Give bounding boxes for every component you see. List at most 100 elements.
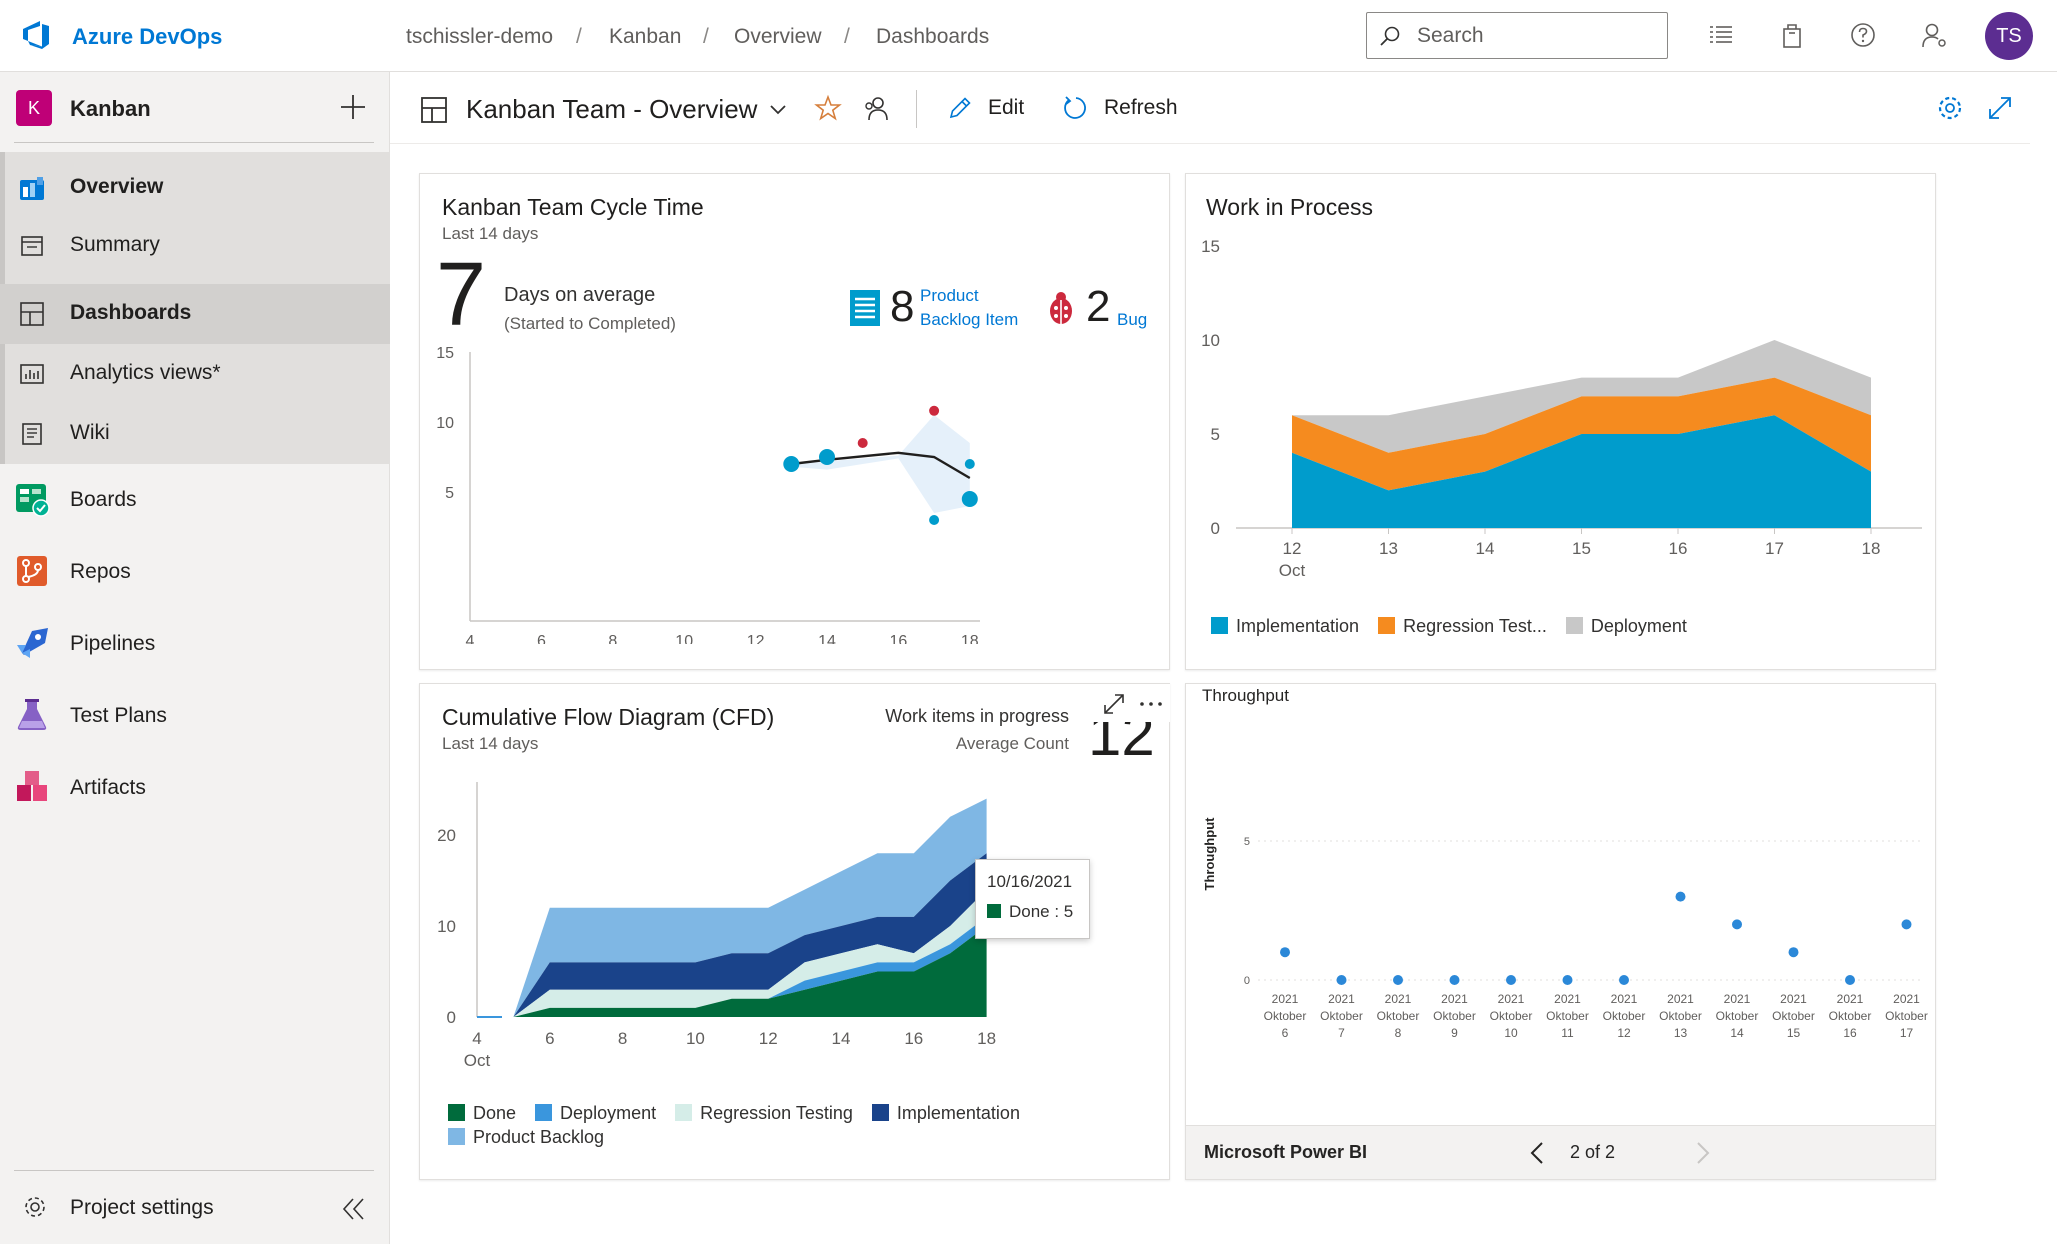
x-tick-label: 2021 [1837, 992, 1864, 1006]
x-tick-label: 4 [472, 1029, 481, 1048]
legend-product-backlog[interactable]: Product Backlog [448, 1127, 604, 1147]
widget-title: Cumulative Flow Diagram (CFD) [442, 704, 775, 730]
project-badge[interactable]: K [16, 90, 52, 126]
chevron-left-icon[interactable] [1526, 1140, 1550, 1166]
project-name[interactable]: Kanban [70, 96, 151, 121]
refresh-icon [1064, 96, 1086, 119]
legend-implementation[interactable]: Implementation [1211, 616, 1359, 636]
bug-label[interactable]: Bug [1117, 310, 1148, 329]
sidebar-item-label: Boards [70, 488, 137, 511]
pbi-label-line-1[interactable]: Product [920, 286, 979, 305]
bug-icon [1050, 292, 1072, 324]
throughput-powerbi-widget[interactable]: Throughput 0 5 10 Throughput 2021 Oktober 6 202… [1185, 683, 1936, 1180]
x-tick-label: 12 [1617, 1026, 1631, 1040]
overview-icon [20, 177, 44, 200]
x-tick-label: 15 [1572, 539, 1591, 558]
marketplace-bag-icon[interactable] [1777, 20, 1807, 50]
cycle-time-widget[interactable]: Kanban Team Cycle Time Last 14 days 7 Da… [419, 173, 1170, 670]
gear-icon [25, 1197, 45, 1217]
cfd-area-1 [477, 916, 987, 1017]
throughput-chart[interactable]: 0 5 10 Throughput 2021 Oktober 6 2021 Oktober 7 20… [1186, 714, 1936, 1104]
y-tick-label: 20 [437, 826, 456, 845]
sidebar-item-analytics-views[interactable]: Analytics views* [0, 344, 390, 402]
more-options-icon[interactable] [1138, 692, 1164, 716]
expand-icon[interactable] [1102, 692, 1126, 716]
x-tick-label: Oktober [1490, 1009, 1533, 1023]
legend-implementation[interactable]: Implementation [871, 1103, 1020, 1123]
cycle-time-chart[interactable]: 510154681012141618Okt [420, 344, 1170, 644]
brand-name[interactable]: Azure DevOps [72, 24, 223, 49]
legend-deployment[interactable]: Deployment [535, 1103, 656, 1123]
work-in-process-chart[interactable]: 0 5 10 15 12 13 14 15 16 17 18 Oct [1186, 234, 1936, 584]
sidebar-item-repos[interactable]: Repos [0, 543, 390, 601]
user-settings-icon[interactable] [1920, 20, 1950, 50]
legend-regression-testing[interactable]: Regression Testing [675, 1103, 853, 1123]
x-tick-label: Oktober [1885, 1009, 1928, 1023]
team-profile-icon[interactable] [862, 94, 890, 122]
x-tick-label: Oktober [1603, 1009, 1646, 1023]
legend-regression[interactable]: Regression Test... [1378, 616, 1547, 636]
dashboard-icon [421, 97, 447, 123]
sidebar-item-label: Pipelines [70, 632, 156, 655]
wiki-icon [22, 423, 42, 445]
cfd-chart[interactable]: 0 10 20 4 6 8 10 12 14 16 18 Oct [420, 774, 1170, 1094]
sidebar-item-dashboards[interactable]: Dashboards [0, 284, 390, 344]
cfd-widget[interactable]: Cumulative Flow Diagram (CFD) Last 14 da… [419, 683, 1170, 1180]
sidebar-item-boards[interactable]: Boards [0, 471, 390, 529]
x-tick-label: 2021 [1328, 992, 1355, 1006]
x-tick-label: 2021 [1724, 992, 1751, 1006]
x-tick-label: Oktober [1829, 1009, 1872, 1023]
work-in-process-widget[interactable]: Work in Process 0 5 10 15 12 13 14 15 16 17 18 Oct … [1185, 173, 1936, 670]
throughput-point [1449, 975, 1460, 985]
widget-title: Kanban Team Cycle Time [442, 194, 704, 220]
pbi-point [964, 459, 975, 469]
breadcrumb-org[interactable]: tschissler-demo [406, 25, 554, 48]
pbi-count: 8 [890, 282, 915, 331]
sidebar-item-artifacts[interactable]: Artifacts [0, 759, 390, 817]
wip-count-sublabel: Average Count [955, 734, 1069, 753]
cfd-area-3 [477, 853, 987, 1017]
powerbi-brand[interactable]: Microsoft Power BI [1204, 1142, 1368, 1162]
x-tick-label: 18 [977, 1029, 996, 1048]
search-box[interactable]: Search [1366, 12, 1668, 59]
work-items-list-icon[interactable] [1706, 20, 1736, 50]
chevron-down-icon[interactable] [768, 102, 788, 118]
sidebar-item-label: Test Plans [70, 704, 167, 727]
sidebar-item-summary[interactable]: Summary [0, 216, 390, 274]
azure-devops-logo-icon[interactable] [20, 18, 52, 50]
y-tick-label: 15 [1201, 237, 1220, 256]
repos-icon [17, 556, 47, 586]
sidebar-item-overview[interactable]: Overview [0, 158, 390, 216]
widget-hover-actions [1092, 684, 1170, 722]
dashboard-title[interactable]: Kanban Team - Overview [466, 94, 758, 124]
pbi-label-line-2[interactable]: Backlog Item [920, 310, 1019, 329]
x-tick-label: 16 [1669, 539, 1688, 558]
project-settings-button[interactable]: Project settings [0, 1182, 390, 1232]
sidebar-item-label: Analytics views* [70, 361, 221, 384]
avatar[interactable]: TS [1985, 12, 2033, 60]
breadcrumb-overview[interactable]: Overview [734, 25, 822, 48]
y-tick-label: 10 [436, 415, 454, 432]
dashboard-settings-icon[interactable] [1936, 94, 1964, 122]
throughput-point [1788, 947, 1799, 958]
add-icon[interactable] [338, 92, 368, 122]
sidebar-item-test-plans[interactable]: Test Plans [0, 687, 390, 745]
chevron-right-icon[interactable] [1690, 1140, 1714, 1166]
legend-deployment[interactable]: Deployment [1565, 616, 1687, 636]
average-sublabel: (Started to Completed) [504, 314, 676, 333]
sidebar-item-label: Wiki [70, 421, 110, 444]
sidebar-item-label: Repos [70, 560, 131, 583]
sidebar-item-pipelines[interactable]: Pipelines [0, 615, 390, 673]
wip-count-label: Work items in progress [885, 706, 1069, 726]
breadcrumb-dashboards[interactable]: Dashboards [876, 25, 990, 48]
x-tick-label: 10 [675, 633, 693, 644]
x-sub-label: Oct [1279, 561, 1306, 580]
breadcrumb-project[interactable]: Kanban [609, 25, 682, 48]
legend-done[interactable]: Done [448, 1103, 516, 1123]
collapse-sidebar-icon[interactable] [338, 1194, 368, 1224]
sidebar-item-wiki[interactable]: Wiki [0, 404, 390, 462]
fullscreen-icon[interactable] [1986, 94, 2014, 122]
x-tick-label: Oktober [1772, 1009, 1815, 1023]
favorite-star-icon[interactable] [814, 94, 842, 122]
help-icon[interactable] [1848, 20, 1878, 50]
